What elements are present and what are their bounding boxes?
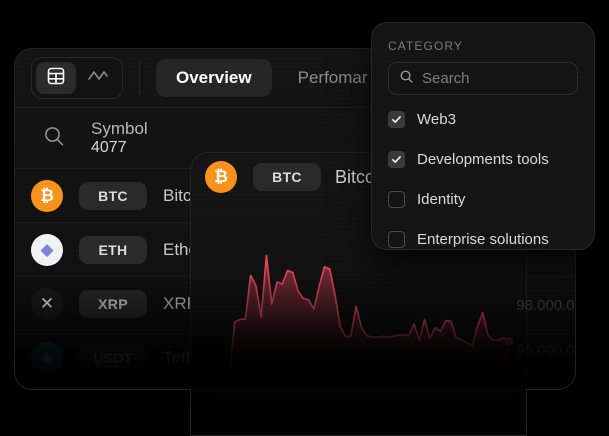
tab-overview[interactable]: Overview [156,59,272,97]
category-option-label: Identity [417,191,466,208]
category-search-placeholder: Search [422,70,470,87]
btc-coin-icon: ₿ [31,179,63,212]
eth-coin-icon: ◆ [31,233,63,266]
search-icon [42,124,66,153]
category-search-field[interactable]: Search [388,62,578,95]
xrp-coin-icon: ✕ [31,287,63,320]
toolbar-divider [139,61,140,95]
checkbox-checked-icon[interactable] [388,111,405,128]
category-panel-title: CATEGORY [388,39,464,53]
view-toggle-group[interactable] [31,57,123,99]
symbol-column-title: Symbol [91,119,148,139]
category-option-developments-tools[interactable]: Developments tools [388,144,578,175]
tab-performance[interactable]: Perfomar [297,68,368,87]
coin-symbol-badge: BTC [79,181,147,210]
category-option-identity[interactable]: Identity [388,184,578,215]
category-option-enterprise-solutions[interactable]: Enterprise solutions [388,224,578,255]
coin-symbol-badge: BTC [253,163,321,191]
checkbox-unchecked-icon[interactable] [388,231,405,248]
category-option-label: Developments tools [417,151,549,168]
y-axis-label-mid: 96.000.00 [516,342,575,359]
category-option-label: Enterprise solutions [417,231,549,248]
btc-coin-icon: ₿ [205,161,237,193]
symbol-column-header: Symbol 4077 [91,119,148,157]
coin-symbol-badge: USDT [79,343,147,372]
coin-symbol-badge: XRP [79,289,147,318]
toolbar: Overview Perfomar [15,49,575,108]
grid-icon [46,66,66,91]
category-filter-panel: CATEGORY Search Web3 [371,22,595,250]
usdt-coin-icon: ◈ [31,341,63,374]
symbol-count: 4077 [91,138,127,156]
list-search-button[interactable] [31,124,77,153]
line-view-button[interactable] [78,62,118,94]
checkbox-checked-icon[interactable] [388,151,405,168]
category-option-web3[interactable]: Web3 [388,104,578,135]
search-icon [399,69,414,89]
line-chart-icon [87,67,109,90]
tab-bar: Overview Perfomar [156,59,388,97]
checkbox-unchecked-icon[interactable] [388,191,405,208]
y-axis-label-high: 98.000.00 [516,297,575,314]
grid-view-button[interactable] [36,62,76,94]
category-option-label: Web3 [417,111,456,128]
coin-symbol-badge: ETH [79,235,147,264]
